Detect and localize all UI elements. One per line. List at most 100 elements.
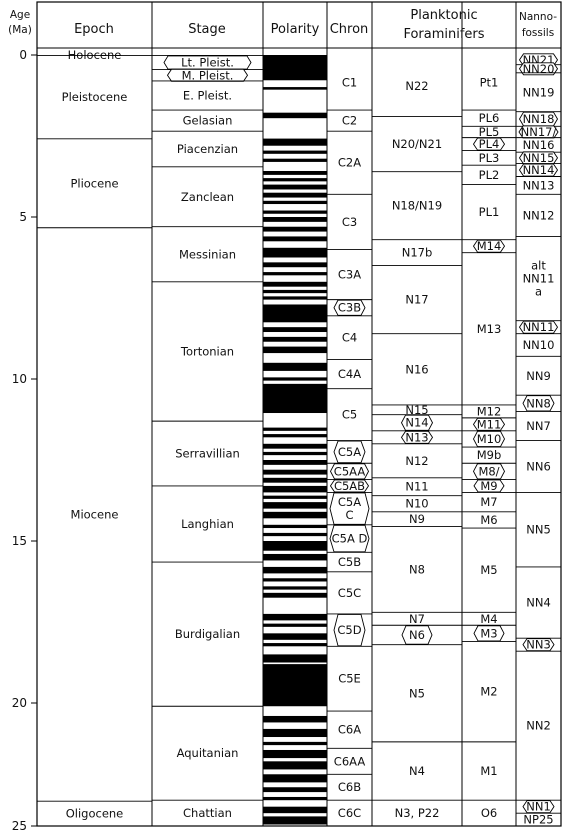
foram-m-zone-box [472, 239, 506, 253]
stage-label-m-pleist: M. Pleist. [182, 68, 234, 82]
header-forams-line2: Foraminifers [403, 27, 484, 42]
chron-label-c5ab: C5AB [334, 479, 365, 493]
foram-m-label-m3: M3 [480, 626, 497, 640]
polarity-normal-interval [263, 774, 327, 783]
foram-n-label-n17: N17 [405, 293, 428, 307]
chron-label-c6c: C6C [338, 806, 361, 820]
polarity-normal-interval [263, 566, 327, 574]
stage-label-aquitanian: Aquitanian [177, 746, 239, 760]
polarity-normal-interval [263, 460, 327, 465]
polarity-normal-interval [263, 578, 327, 582]
foram-m-label-m7: M7 [480, 495, 497, 509]
nanno-label-nn11: NN11 [523, 320, 555, 334]
polarity-normal-interval [263, 226, 327, 232]
foram-m-zone-box [472, 463, 506, 480]
nanno-label-nn8: NN8 [526, 396, 551, 410]
polarity-normal-interval [263, 643, 327, 647]
stage-label-serravillian: Serravillian [175, 447, 240, 461]
chron-label-c5a-c-part1: C [345, 508, 353, 522]
polarity-normal-interval [263, 443, 327, 449]
age-tick-label-20: 20 [12, 696, 27, 710]
chron-label-c3a: C3A [338, 268, 361, 282]
polarity-normal-interval [263, 327, 327, 333]
foram-m-label-pl3: PL3 [479, 151, 500, 165]
nanno-label-nn19: NN19 [523, 85, 555, 99]
chron-zone-box [329, 463, 370, 480]
polarity-normal-interval [263, 485, 327, 493]
chron-column: C1C2C2AC3C3AC3BC4C4AC5C5AC5AAC5ABC5ACC5A… [327, 76, 372, 820]
polarity-normal-interval [263, 383, 327, 414]
nanno-label-nn3: NN3 [526, 638, 551, 652]
chron-label-c4a: C4A [338, 367, 361, 381]
polarity-normal-interval [263, 816, 327, 825]
epoch-label-pliocene: Pliocene [70, 176, 118, 190]
stage-column: Lt. Pleist.M. Pleist. E. Pleist. Gelasian P… [152, 54, 263, 820]
stage-label-langhian: Langhian [181, 517, 234, 531]
foram-m-label-pl1: PL1 [479, 205, 500, 219]
foram-n-label-n20-n21: N20/N21 [392, 137, 442, 151]
chron-label-c5a: C5A [338, 445, 361, 459]
chron-zone-box [329, 524, 370, 553]
header-forams-line1: Planktonic [410, 8, 477, 23]
foram-m-label-pl4: PL4 [479, 137, 500, 151]
polarity-normal-interval [263, 434, 327, 438]
nanno-zone-box [522, 638, 555, 652]
header-nanno-line1: Nanno- [519, 11, 557, 23]
stage-label-chattian: Chattian [183, 806, 232, 820]
polarity-normal-interval [263, 170, 327, 175]
chron-label-c5aa: C5AA [334, 464, 366, 478]
nanno-label-nn1: NN1 [526, 800, 551, 814]
age-tick-label-10: 10 [12, 372, 27, 386]
foram-n-label-n15: N15 [405, 403, 428, 417]
nannofossil-zones: NN21NN20NN19NN18NN17/NN16NN15NN14NN13NN1… [516, 53, 561, 827]
chron-zone-box [333, 299, 366, 316]
age-tick-label-5: 5 [19, 210, 27, 224]
polarity-normal-interval [263, 664, 327, 707]
foram-m-label-m11: M11 [477, 417, 502, 431]
header-epoch: Epoch [74, 22, 114, 37]
foram-m-label-m9b: M9b [477, 448, 502, 462]
stage-label-zanclean: Zanclean [181, 190, 234, 204]
polarity-normal-interval [263, 592, 327, 598]
chron-label-c5e: C5E [338, 672, 361, 686]
polarity-normal-interval [263, 247, 327, 258]
chron-zone-box [329, 479, 370, 493]
foram-n-label-n6: N6 [409, 628, 425, 642]
polarity-normal-interval [263, 502, 327, 509]
column-headers: Age (Ma) Epoch Stage Polarity Chron Plan… [8, 8, 557, 42]
age-tick-label-15: 15 [12, 534, 27, 548]
foram-n-label-n9: N9 [409, 512, 425, 526]
chron-zone-box [333, 440, 366, 464]
chart-frame [36, 1, 562, 827]
chron-label-c4: C4 [342, 331, 357, 345]
age-axis: 0 5 10 15 20 25 [12, 48, 37, 830]
nanno-zone-box [522, 800, 555, 814]
chron-label-c2: C2 [342, 114, 357, 128]
nanno-zone-box [522, 395, 555, 412]
polarity-normal-interval [263, 210, 327, 214]
chron-label-c5b: C5B [338, 555, 361, 569]
polarity-normal-interval [263, 806, 327, 814]
polarity-normal-interval [263, 541, 327, 551]
foram-n-label-n5: N5 [409, 686, 425, 700]
nanno-label-nn6: NN6 [526, 459, 551, 473]
chron-label-c1: C1 [342, 76, 357, 90]
polarity-normal-interval [263, 451, 327, 456]
polarity-normal-interval [263, 532, 327, 537]
foram-n-label-n8: N8 [409, 562, 425, 576]
epoch-label-miocene: Miocene [71, 507, 119, 521]
polarity-normal-interval [263, 613, 327, 621]
chron-label-c5a-d: C5A D [332, 532, 368, 546]
stage-label-tortonian: Tortonian [180, 344, 234, 358]
polarity-normal-interval [263, 112, 327, 119]
foram-n-label-n14: N14 [405, 416, 428, 430]
foram-n-zone-box [401, 625, 433, 645]
polarity-normal-interval [263, 511, 327, 519]
chron-label-c6aa: C6AA [334, 754, 366, 768]
polarity-normal-interval [263, 524, 327, 529]
foram-m-label-pl2: PL2 [479, 168, 500, 182]
foram-m-label-pt1: Pt1 [480, 76, 499, 90]
foram-n-label-n11: N11 [405, 480, 428, 494]
